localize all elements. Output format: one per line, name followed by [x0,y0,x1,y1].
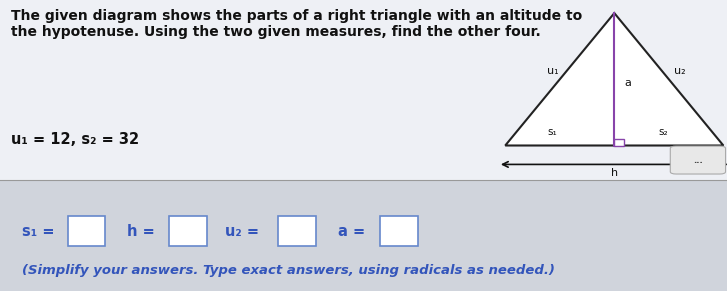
Text: ...: ... [693,156,703,164]
FancyBboxPatch shape [0,0,727,180]
FancyBboxPatch shape [68,216,105,246]
Text: h =: h = [127,224,155,239]
Text: s₁: s₁ [547,127,558,137]
FancyBboxPatch shape [380,216,418,246]
Text: s₁ =: s₁ = [22,224,55,239]
Polygon shape [505,13,723,146]
FancyBboxPatch shape [670,146,726,174]
Text: h: h [611,168,618,178]
Polygon shape [614,139,624,146]
Text: a =: a = [338,224,365,239]
Text: u₁ = 12, s₂ = 32: u₁ = 12, s₂ = 32 [11,132,139,147]
Text: The given diagram shows the parts of a right triangle with an altitude to
the hy: The given diagram shows the parts of a r… [11,9,582,39]
Text: s₂: s₂ [658,127,668,137]
Text: u₁: u₁ [547,66,558,76]
FancyBboxPatch shape [169,216,207,246]
Text: u₂ =: u₂ = [225,224,260,239]
Text: (Simplify your answers. Type exact answers, using radicals as needed.): (Simplify your answers. Type exact answe… [22,264,555,277]
FancyBboxPatch shape [0,180,727,291]
Text: a: a [624,78,631,88]
Text: u₂: u₂ [674,66,686,76]
FancyBboxPatch shape [278,216,316,246]
